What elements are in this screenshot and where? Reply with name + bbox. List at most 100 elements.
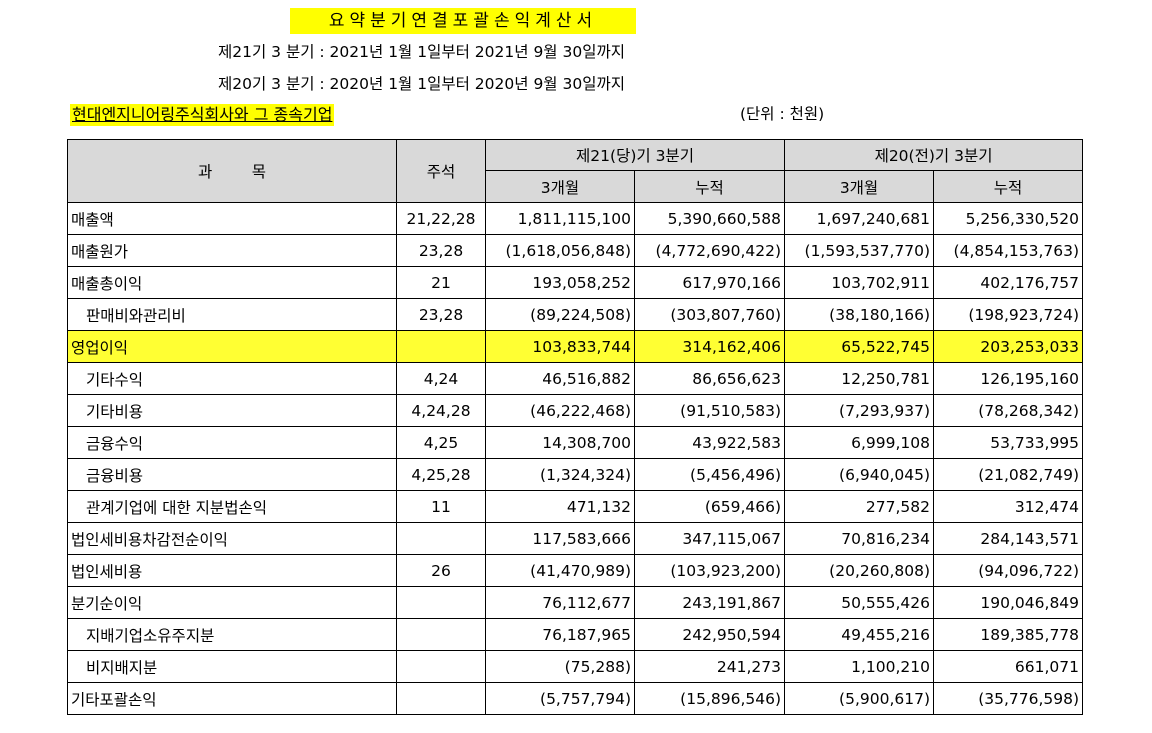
row-note (396, 650, 486, 683)
row-label: 법인세비용 (67, 554, 397, 587)
row-current-cumulative: (659,466) (633, 490, 786, 523)
row-prior-3m: 12,250,781 (784, 362, 935, 395)
row-current-3m: 103,833,744 (485, 330, 635, 363)
row-label: 분기순이익 (67, 586, 397, 619)
row-current-3m: (1,618,056,848) (485, 234, 635, 267)
row-current-cumulative: 5,390,660,588 (633, 202, 786, 235)
row-current-3m: 46,516,882 (485, 362, 635, 395)
row-note: 26 (396, 554, 486, 587)
statement-title: 요약분기연결포괄손익계산서 (290, 8, 636, 34)
row-prior-3m: (7,293,937) (784, 394, 935, 427)
row-prior-3m: 65,522,745 (784, 330, 935, 363)
row-note: 4,25,28 (396, 458, 486, 491)
table-row: 금융비용 4,25,28 (1,324,324) (5,456,496) (6,… (67, 458, 1084, 491)
period-current: 제21기 3 분기 : 2021년 1월 1일부터 2021년 9월 30일까지 (218, 43, 625, 61)
row-prior-cumulative: 203,253,033 (933, 330, 1084, 363)
row-label: 매출액 (67, 202, 397, 235)
row-prior-3m: 1,697,240,681 (784, 202, 935, 235)
row-prior-3m: (38,180,166) (784, 298, 935, 331)
row-prior-3m: (6,940,045) (784, 458, 935, 491)
row-current-cumulative: 242,950,594 (633, 618, 786, 651)
row-current-3m: (89,224,508) (485, 298, 635, 331)
row-note: 4,25 (396, 426, 486, 459)
row-prior-cumulative: (21,082,749) (933, 458, 1084, 491)
table-row: 매출총이익 21 193,058,252 617,970,166 103,702… (67, 266, 1084, 299)
row-current-cumulative: (103,923,200) (633, 554, 786, 587)
row-current-3m: (46,222,468) (485, 394, 635, 427)
row-current-3m: 14,308,700 (485, 426, 635, 459)
row-current-3m: 193,058,252 (485, 266, 635, 299)
row-note: 4,24 (396, 362, 486, 395)
row-current-cumulative: 314,162,406 (633, 330, 786, 363)
income-statement-table: 과 목 주석 제21(당)기 3분기 제20(전)기 3분기 3개월 누적 3개… (67, 139, 1084, 715)
row-prior-3m: (1,593,537,770) (784, 234, 935, 267)
table-row: 분기순이익 76,112,677 243,191,867 50,555,426 … (67, 586, 1084, 619)
table-row: 법인세비용 26 (41,470,989) (103,923,200) (20,… (67, 554, 1084, 587)
row-prior-cumulative: 312,474 (933, 490, 1084, 523)
row-label: 지배기업소유주지분 (67, 618, 397, 651)
row-current-3m: 76,187,965 (485, 618, 635, 651)
row-prior-cumulative: 661,071 (933, 650, 1084, 683)
subheader-current-3m: 3개월 (485, 170, 635, 203)
row-prior-cumulative: 189,385,778 (933, 618, 1084, 651)
row-note (396, 618, 486, 651)
row-label: 영업이익 (67, 330, 397, 363)
row-note (396, 330, 486, 363)
subheader-prior-3m: 3개월 (784, 170, 935, 203)
column-header-prior-period: 제20(전)기 3분기 (784, 139, 1084, 171)
row-current-cumulative: 617,970,166 (633, 266, 786, 299)
row-label: 관계기업에 대한 지분법손익 (67, 490, 397, 523)
header-row: 과 목 주석 제21(당)기 3분기 제20(전)기 3분기 (67, 139, 1084, 203)
row-note (396, 522, 486, 555)
row-prior-cumulative: (94,096,722) (933, 554, 1084, 587)
row-prior-cumulative: 284,143,571 (933, 522, 1084, 555)
row-prior-3m: 50,555,426 (784, 586, 935, 619)
row-prior-cumulative: 126,195,160 (933, 362, 1084, 395)
row-label: 금융비용 (67, 458, 397, 491)
row-current-cumulative: (303,807,760) (633, 298, 786, 331)
row-current-3m: (1,324,324) (485, 458, 635, 491)
row-current-3m: (75,288) (485, 650, 635, 683)
row-current-cumulative: 86,656,623 (633, 362, 786, 395)
table-row: 기타비용 4,24,28 (46,222,468) (91,510,583) (… (67, 394, 1084, 427)
table-row: 법인세비용차감전순이익 117,583,666 347,115,067 70,8… (67, 522, 1084, 555)
row-current-3m: 76,112,677 (485, 586, 635, 619)
row-prior-3m: 277,582 (784, 490, 935, 523)
row-prior-3m: (5,900,617) (784, 682, 935, 715)
table-row: 판매비와관리비 23,28 (89,224,508) (303,807,760)… (67, 298, 1084, 331)
row-note (396, 586, 486, 619)
row-label: 법인세비용차감전순이익 (67, 522, 397, 555)
row-prior-3m: 1,100,210 (784, 650, 935, 683)
row-prior-cumulative: 190,046,849 (933, 586, 1084, 619)
subheader-prior-cumulative: 누적 (933, 170, 1084, 203)
row-label: 매출원가 (67, 234, 397, 267)
row-current-cumulative: (15,896,546) (633, 682, 786, 715)
row-note: 11 (396, 490, 486, 523)
row-note (396, 682, 486, 715)
subheader-current-cumulative: 누적 (633, 170, 786, 203)
row-current-3m: 471,132 (485, 490, 635, 523)
row-note: 4,24,28 (396, 394, 486, 427)
row-current-cumulative: 347,115,067 (633, 522, 786, 555)
row-label: 기타수익 (67, 362, 397, 395)
row-label: 판매비와관리비 (67, 298, 397, 331)
column-header-current-period: 제21(당)기 3분기 (484, 139, 786, 171)
column-header-item: 과 목 (67, 139, 397, 203)
row-current-3m: (5,757,794) (485, 682, 635, 715)
table-row: 비지배지분 (75,288) 241,273 1,100,210 661,071 (67, 650, 1084, 683)
row-current-cumulative: (91,510,583) (633, 394, 786, 427)
row-prior-cumulative: (78,268,342) (933, 394, 1084, 427)
row-label: 기타포괄손익 (67, 682, 397, 715)
row-prior-cumulative: (198,923,724) (933, 298, 1084, 331)
row-prior-3m: (20,260,808) (784, 554, 935, 587)
row-label: 비지배지분 (67, 650, 397, 683)
table-row: 매출원가 23,28 (1,618,056,848) (4,772,690,42… (67, 234, 1084, 267)
row-prior-cumulative: 53,733,995 (933, 426, 1084, 459)
table-row: 금융수익 4,25 14,308,700 43,922,583 6,999,10… (67, 426, 1084, 459)
row-note: 23,28 (396, 234, 486, 267)
row-current-cumulative: (5,456,496) (633, 458, 786, 491)
row-current-3m: 117,583,666 (485, 522, 635, 555)
row-prior-3m: 103,702,911 (784, 266, 935, 299)
row-label: 금융수익 (67, 426, 397, 459)
row-prior-cumulative: (35,776,598) (933, 682, 1084, 715)
